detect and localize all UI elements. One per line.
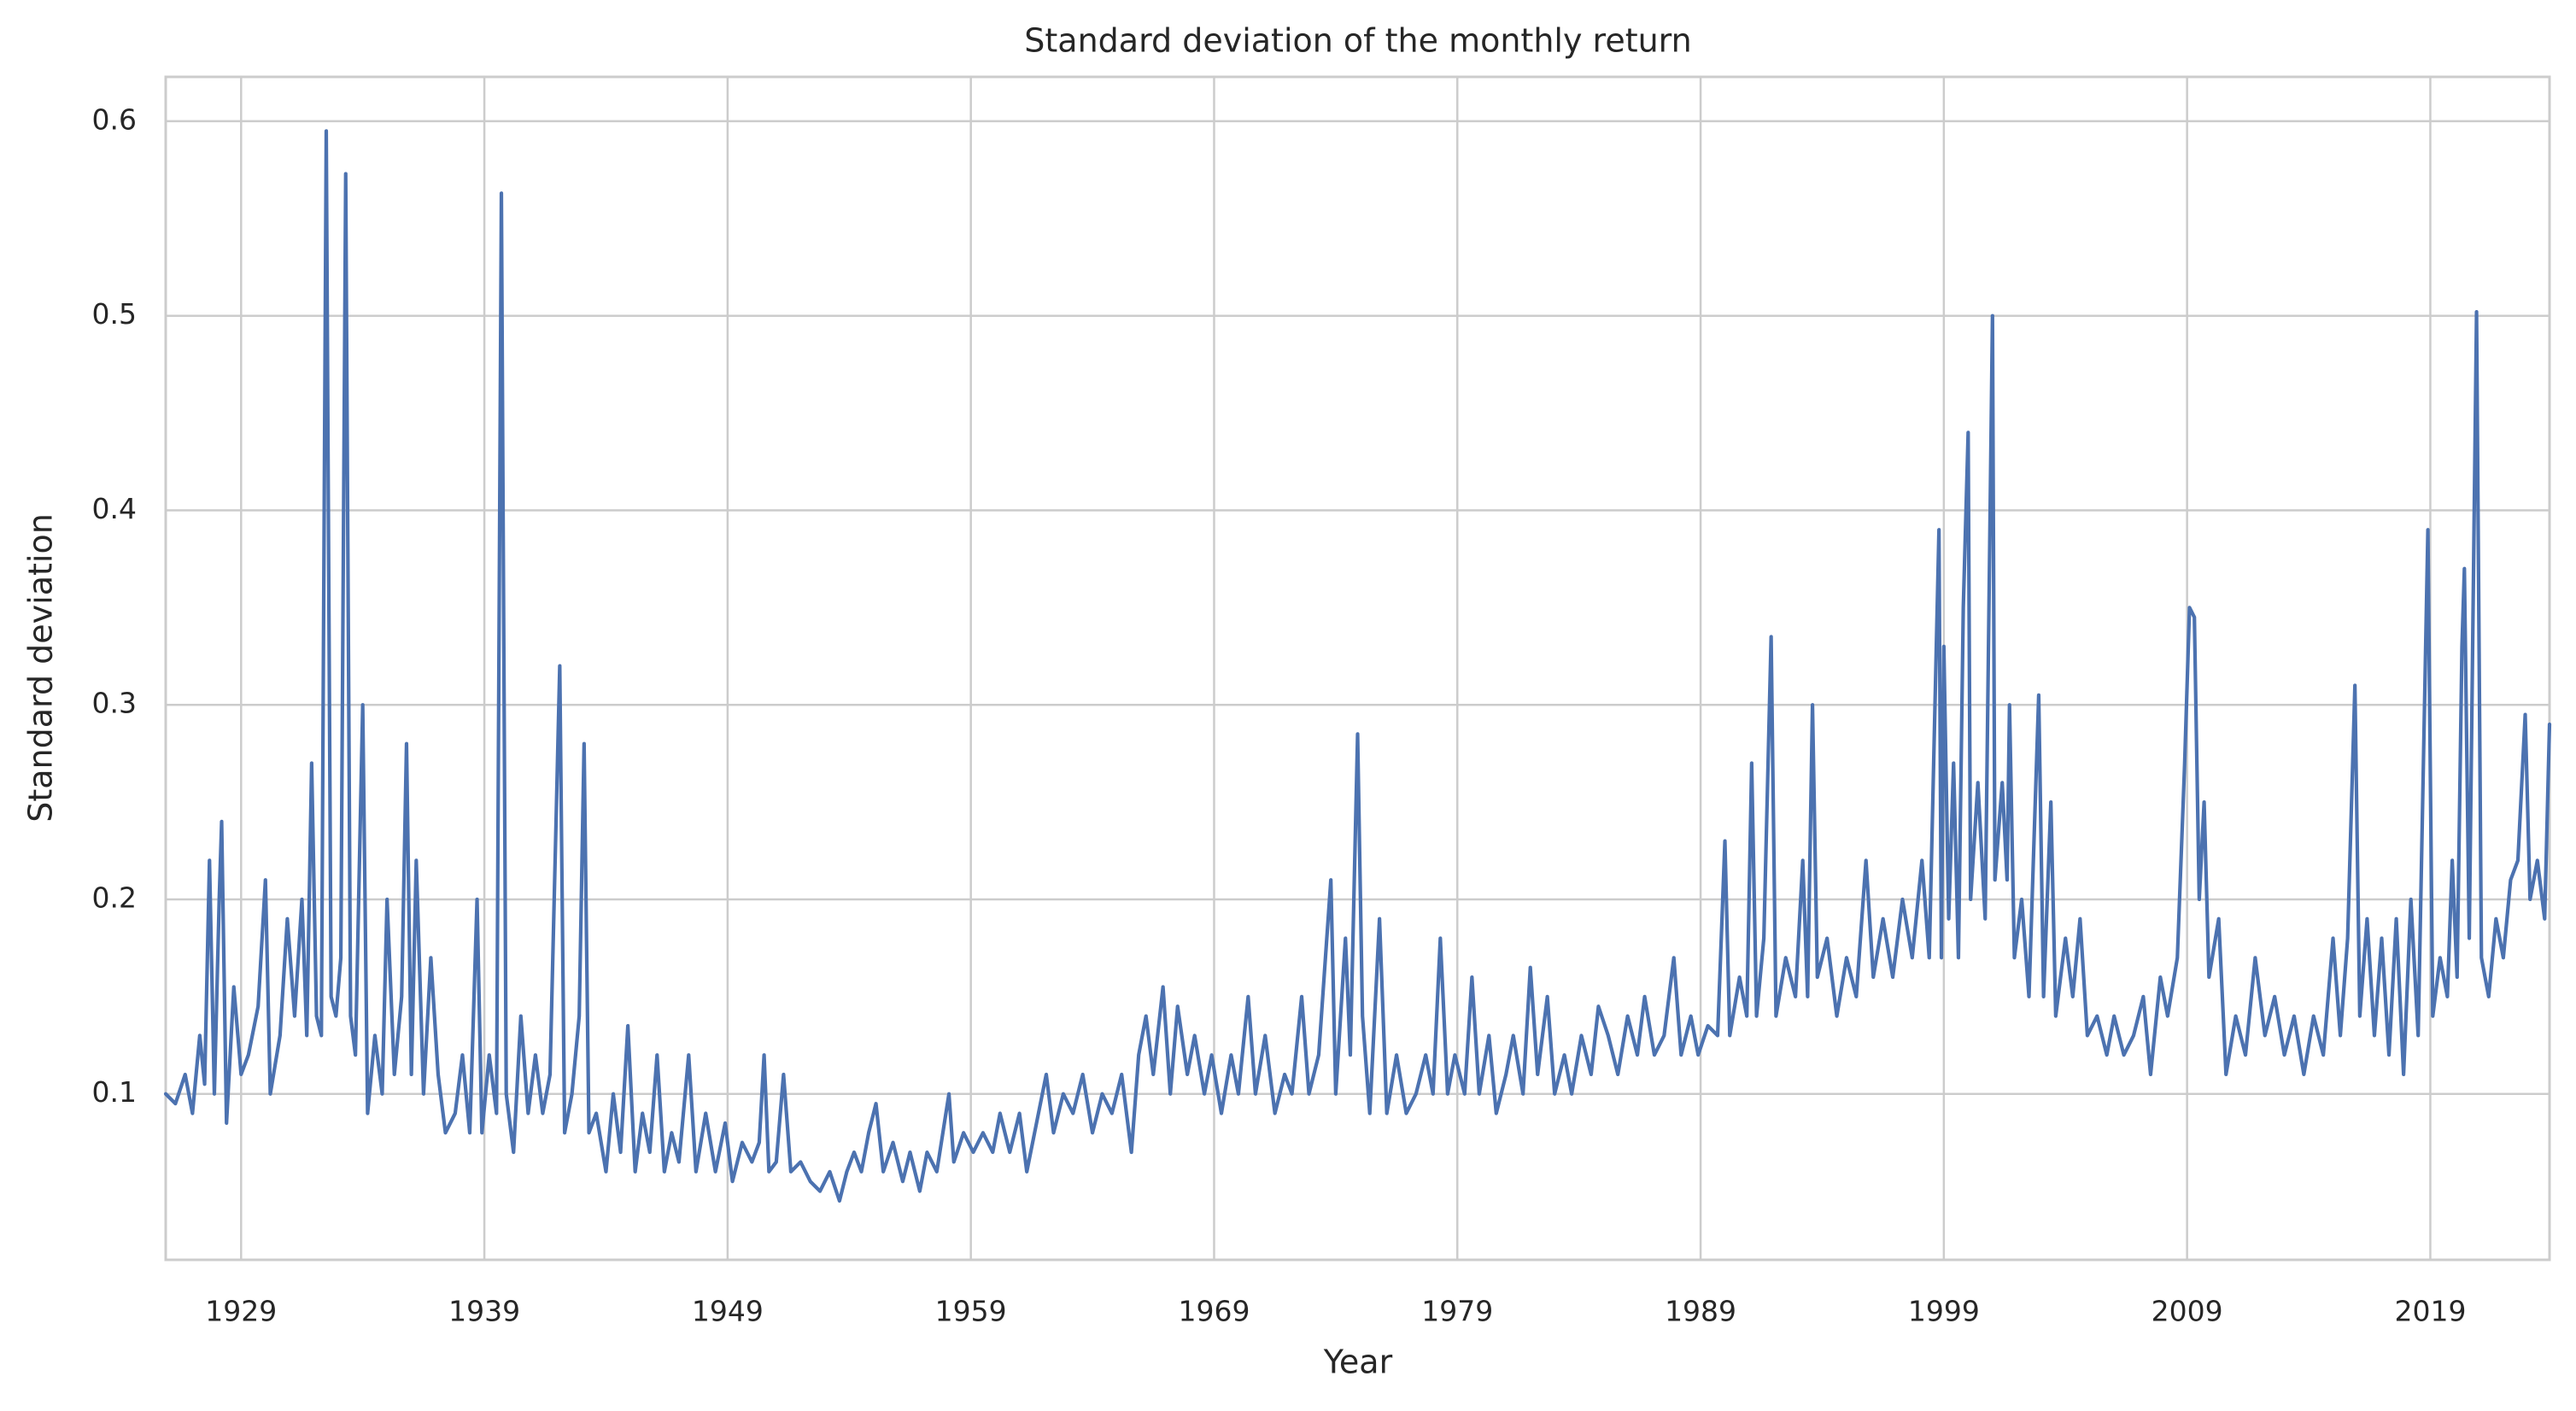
x-tick-label: 1929 [205,1295,277,1328]
x-tick-label: 1989 [1665,1295,1736,1328]
x-tick-label: 1939 [448,1295,520,1328]
x-tick-label: 1959 [935,1295,1007,1328]
y-tick-label: 0.3 [92,687,137,720]
chart-title: Standard deviation of the monthly return [1024,22,1691,60]
y-tick-label: 0.4 [92,492,137,525]
x-axis-label: Year [1323,1344,1393,1381]
y-axis-label: Standard deviation [22,513,60,823]
data-line [163,129,2552,1203]
x-tick-label: 2009 [2152,1295,2223,1328]
x-tick-label: 2019 [2394,1295,2466,1328]
x-tick-label: 1979 [1421,1295,1493,1328]
x-tick-label: 1969 [1178,1295,1250,1328]
x-tick-label: 1949 [692,1295,764,1328]
plot-frame [164,75,2551,1262]
y-tick-label: 0.1 [92,1075,137,1109]
y-tick-label: 0.6 [92,102,137,136]
y-tick-label: 0.5 [92,297,137,331]
x-tick-label: 1999 [1908,1295,1980,1328]
y-tick-label: 0.2 [92,881,137,914]
